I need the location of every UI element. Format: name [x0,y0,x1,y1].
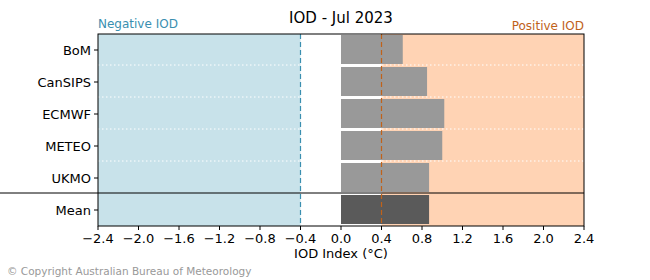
tick-label: 0.0 [331,231,352,246]
annotation: Negative IOD [98,17,178,31]
tick [138,226,139,230]
bar [341,35,403,64]
frame [98,34,584,226]
tick [94,114,98,115]
title: IOD - Jul 2023 [289,9,393,27]
bar [341,99,444,128]
category-label: METEO [45,139,91,154]
separators [0,65,584,193]
tick-label: −0.4 [285,231,317,246]
row-divider [98,161,584,162]
tick [94,82,98,83]
tick-label: 0.4 [371,231,392,246]
threshold-line [300,34,301,226]
tick-label: −1.6 [163,231,195,246]
bar [341,195,429,224]
category-label: Mean [56,203,91,218]
tick-label: −0.8 [244,231,276,246]
separator [0,193,584,194]
tick [381,226,382,230]
y-axis: BoM CanSIPS ECMWF METEO UKMO Mean [38,43,98,218]
row-divider [98,97,584,98]
tick [300,226,301,230]
threshold-line [381,34,382,226]
row-divider [98,129,584,130]
tick [584,226,585,230]
bar [341,163,429,192]
bars [341,35,444,224]
bar [341,131,442,160]
tick-label: 1.2 [452,231,473,246]
tick [543,226,544,230]
category-label: BoM [63,43,91,58]
tick-label: 2.0 [533,231,554,246]
bar [341,67,427,96]
row-divider [98,65,584,66]
tick [341,226,342,230]
tick [179,226,180,230]
category-label: CanSIPS [38,75,91,90]
tick [94,178,98,179]
tick [94,146,98,147]
tick [260,226,261,230]
category-label: ECMWF [42,107,91,122]
category-label: UKMO [52,171,92,186]
annotation: Positive IOD [512,19,584,33]
tick-label: 1.6 [493,231,514,246]
tick-label: −2.0 [123,231,155,246]
x-axis-label: IOD Index (°C) [294,246,388,261]
tick [422,226,423,230]
thresholds [301,34,382,226]
x-axis: −2.4 −2.0 −1.6 −1.2 −0.8 −0.4 0.0 0.4 0.8 1.2 1.6 2… [82,226,594,246]
tick [503,226,504,230]
tick-label: 0.8 [412,231,433,246]
tick-label: 2.4 [574,231,595,246]
tick [98,226,99,230]
tick [94,50,98,51]
regions [98,34,584,226]
tick-label: −2.4 [82,231,114,246]
tick [219,226,220,230]
tick-label: −1.2 [204,231,236,246]
negative-region [98,34,301,226]
tick [94,210,98,211]
tick [462,226,463,230]
chart: −2.4 −2.0 −1.6 −1.2 −0.8 −0.4 0.0 0.4 0.8 1.2 1.6 2… [0,0,650,280]
copyright: © Copyright Australian Bureau of Meteoro… [7,265,251,277]
